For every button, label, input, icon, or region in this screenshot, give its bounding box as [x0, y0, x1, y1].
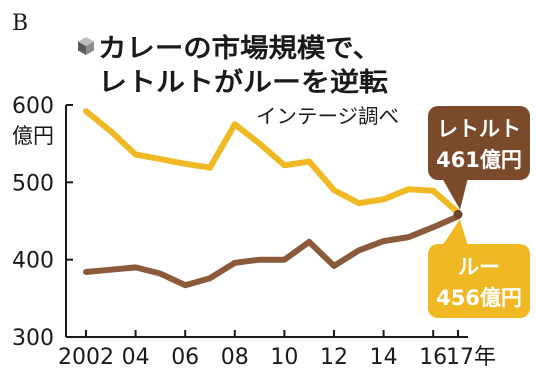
x-tick-label: 04: [122, 345, 150, 370]
callout-pointer-roux: [442, 219, 468, 246]
chart-title-line-1: カレーの市場規模で、: [98, 33, 381, 64]
x-tick-label: 06: [171, 345, 199, 370]
series-end-point: [453, 209, 463, 219]
series-layer: [83, 108, 463, 289]
callout-name-roux: ルー: [458, 255, 500, 279]
x-tick-label: 12: [320, 345, 348, 370]
callout-value-roux: 456億円: [436, 286, 522, 310]
callout-value-retort: 461億円: [436, 148, 522, 172]
x-tick-label: 08: [221, 345, 249, 370]
series-line-retort: [83, 108, 461, 216]
callout-box-retort: [428, 106, 530, 180]
y-unit-label: 億円: [12, 124, 54, 148]
y-tick-label: 600: [12, 94, 54, 119]
source-note: インテージ調べ: [256, 104, 399, 128]
y-tick-label: 400: [12, 249, 54, 274]
chart-title-line-2: レトルトがルーを逆転: [98, 67, 388, 98]
x-tick-label: 16: [419, 345, 447, 370]
series-line-roux: [83, 213, 461, 289]
cube-icon: [78, 37, 94, 55]
callout-box-roux: [428, 244, 530, 318]
x-tick-label: 17年: [446, 345, 496, 370]
callout-pointer-retort: [442, 178, 468, 210]
x-tick-label: 2002: [58, 345, 114, 370]
panel-letter: B: [12, 11, 28, 36]
callout-name-retort: レトルト: [437, 117, 521, 141]
x-tick-label: 14: [370, 345, 398, 370]
x-tick-label: 10: [270, 345, 298, 370]
y-tick-label: 500: [12, 171, 54, 196]
y-tick-label: 300: [12, 326, 54, 351]
